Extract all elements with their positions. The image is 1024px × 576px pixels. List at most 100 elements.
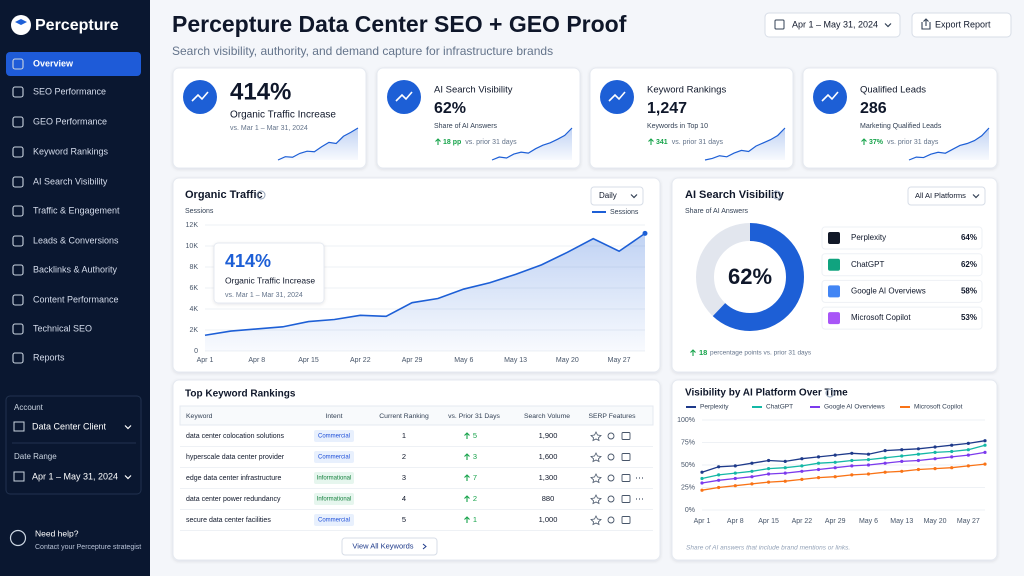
view-all-link[interactable]: View All Keywords [352,541,413,550]
account-value[interactable]: Data Center Client [32,421,107,431]
nav-icon [12,264,24,276]
up-arrow [861,138,867,145]
platform-share: 64% [961,233,977,242]
nav-item[interactable]: Overview [33,58,74,68]
x-tick-label: Apr 8 [727,518,744,525]
up-arrow [464,495,470,502]
dropdown[interactable] [907,186,986,206]
series-point [983,439,987,443]
intent: Informational [317,476,352,482]
platform-row [821,279,983,303]
export-button[interactable] [911,12,1012,38]
platform-icon [828,312,840,325]
series-point [717,485,721,490]
date-value[interactable]: Apr 1 – May 31, 2024 [32,471,118,481]
nav-item[interactable]: Backlinks & Authority [33,264,118,274]
sparkline [908,127,990,161]
chevron [884,23,892,28]
series-point [916,452,921,456]
series-point [750,461,754,465]
keyword: edge data center infrastructure [186,475,281,482]
callout [213,242,325,304]
series-point [766,467,771,471]
platform-icon [828,232,840,244]
x-tick-label: Apr 22 [350,357,371,364]
keyword: secure data center facilities [186,517,271,524]
end-point [642,230,648,236]
nav-icon [12,146,24,158]
current-ranking: 2 [402,452,406,461]
x-tick-label: May 20 [924,518,947,525]
serp-icon [590,431,602,442]
platform-share: 58% [961,287,977,296]
series-point [766,458,771,463]
logo-mark [15,19,27,25]
legend-label: Microsoft Copilot [914,404,963,411]
date-icon [13,471,25,482]
nav-item[interactable]: Keyword Rankings [33,146,109,156]
callout-label: Organic Traffic Increase [225,275,315,285]
series-point [750,469,754,473]
nav-item[interactable]: Traffic & Engagement [33,205,120,215]
series-point [700,476,704,481]
platform-icon [828,285,840,298]
nav-item[interactable]: Leads & Conversions [33,235,119,245]
intent: Commercial [318,518,350,524]
series-point [916,447,921,451]
platform-icon [828,258,840,271]
kpi-note: vs. prior 31 days [887,139,939,146]
nav-item[interactable]: Reports [33,352,65,362]
nav-item[interactable]: SEO Performance [33,86,106,96]
nav-item[interactable]: Content Performance [33,294,119,304]
nav-active[interactable] [6,52,141,76]
chevron [630,194,638,199]
dropdown[interactable] [590,186,644,206]
dropdown-text[interactable]: All AI Platforms [915,191,966,200]
account-icon [13,421,25,432]
callout-value: 414% [225,251,271,271]
kpi-value: 1,247 [647,100,687,117]
series-line [701,451,986,484]
kpi-delta: 18 pp [443,139,461,146]
rank-change: 7 [473,473,477,482]
serp-icon [621,495,631,503]
kpi-title: Qualified Leads [860,85,926,96]
platform-row [821,226,983,250]
kpi-label: Organic Traffic Increase [230,110,336,121]
series-point [800,464,804,468]
platform-name: Google AI Overviews [851,287,926,296]
series-point [883,456,887,460]
kpi-title: AI Search Visibility [434,85,513,96]
dropdown-text[interactable]: Daily [599,191,617,200]
filter-box [5,395,142,495]
series-point [866,463,871,467]
footer-value: 18 [699,348,707,357]
kpi-delta: 341 [656,139,668,146]
footnote: Share of AI answers that include brand m… [686,545,850,552]
rank-change: 2 [473,494,477,503]
nav-icon [12,294,24,306]
nav-item[interactable]: AI Search Visibility [33,176,108,186]
serp-icon [607,495,615,503]
date-button[interactable] [764,12,901,38]
series-point [850,464,854,468]
card [671,379,998,561]
serp-icon [621,516,631,524]
nav-icon [12,323,24,335]
nav-item[interactable]: GEO Performance [33,116,107,126]
series-point [950,449,954,454]
y-tick-label: 4K [189,306,198,313]
chevron [124,425,132,430]
series-point [983,462,987,466]
series-point [700,481,704,485]
nav-item[interactable]: Technical SEO [33,323,92,333]
sparkline-area [909,128,989,160]
series-point [900,454,904,458]
export-button-text: Export Report [935,19,991,29]
sparkline-area [278,128,358,160]
series-point [800,477,804,481]
series-point [717,478,721,482]
view-all-button[interactable] [341,537,438,556]
column-header: Keyword [186,413,213,420]
rank-change: 1 [473,515,477,524]
